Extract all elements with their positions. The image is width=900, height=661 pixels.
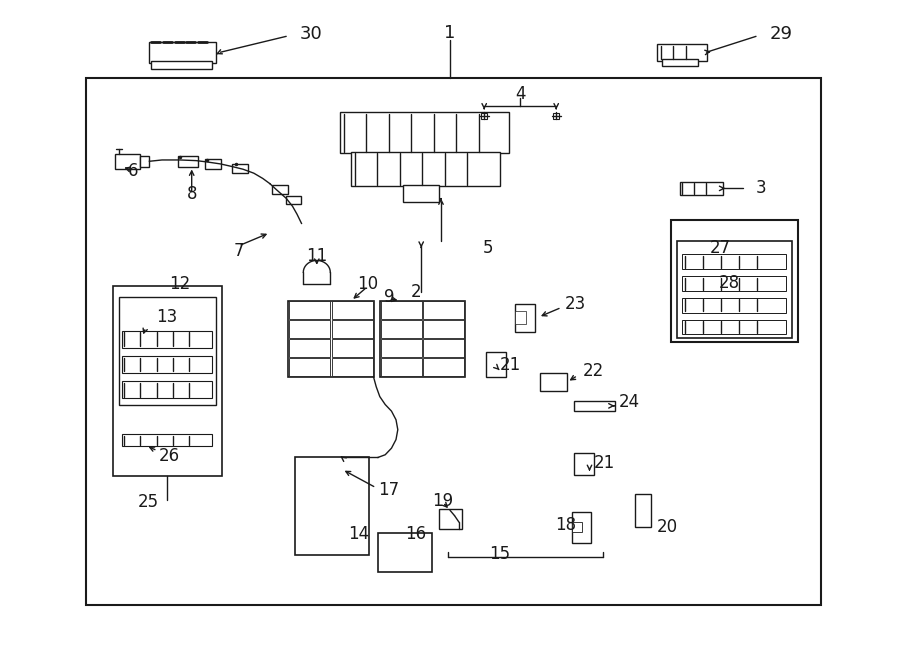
Bar <box>295 457 369 555</box>
Text: 16: 16 <box>405 525 427 543</box>
Bar <box>634 494 651 527</box>
Bar <box>540 373 567 391</box>
Text: 6: 6 <box>128 161 139 180</box>
Bar <box>680 182 723 195</box>
Bar <box>331 358 373 376</box>
Text: 1: 1 <box>445 24 455 42</box>
Bar <box>331 321 373 338</box>
Text: 13: 13 <box>156 308 177 327</box>
Bar <box>119 297 216 405</box>
Bar <box>232 164 248 173</box>
Bar <box>572 512 591 543</box>
Text: 18: 18 <box>554 516 576 535</box>
Bar <box>381 321 421 338</box>
Bar <box>288 301 374 377</box>
Bar <box>662 59 698 66</box>
Text: 27: 27 <box>709 239 731 257</box>
Text: 23: 23 <box>565 295 587 313</box>
Text: 9: 9 <box>383 288 394 307</box>
Bar <box>682 276 786 291</box>
Bar <box>423 301 464 319</box>
Text: 29: 29 <box>770 25 793 44</box>
Bar <box>331 340 373 357</box>
Bar <box>112 286 222 476</box>
Bar <box>340 112 509 153</box>
Bar <box>486 352 506 377</box>
Bar <box>381 301 421 319</box>
Bar <box>682 254 786 269</box>
Bar <box>289 340 330 357</box>
Bar <box>574 453 594 475</box>
Bar <box>381 340 421 357</box>
Text: 25: 25 <box>138 493 159 512</box>
Bar <box>515 304 535 332</box>
Text: 5: 5 <box>482 239 493 257</box>
Bar <box>423 321 464 338</box>
Bar <box>381 358 421 376</box>
Bar <box>682 320 786 334</box>
Text: 22: 22 <box>583 362 605 381</box>
Text: 30: 30 <box>300 25 322 44</box>
Text: 15: 15 <box>489 545 510 563</box>
Bar <box>574 401 615 411</box>
Bar <box>670 220 798 342</box>
Bar <box>289 358 330 376</box>
Text: 2: 2 <box>410 283 421 301</box>
Bar <box>657 44 706 61</box>
Text: 10: 10 <box>356 275 378 293</box>
Bar <box>148 42 216 63</box>
Text: 17: 17 <box>378 481 400 500</box>
Text: 14: 14 <box>347 525 369 543</box>
Bar <box>378 533 432 572</box>
Bar <box>122 356 212 373</box>
Text: 21: 21 <box>500 356 521 374</box>
Text: 24: 24 <box>619 393 640 411</box>
Text: 8: 8 <box>186 185 197 204</box>
Bar <box>122 331 212 348</box>
Bar <box>351 152 500 186</box>
Text: 11: 11 <box>306 247 328 266</box>
Bar <box>289 321 330 338</box>
Bar <box>423 340 464 357</box>
Text: 3: 3 <box>756 179 767 198</box>
Bar <box>272 185 288 194</box>
Bar <box>289 301 330 319</box>
Bar <box>178 156 198 167</box>
Text: 7: 7 <box>233 242 244 260</box>
Bar <box>205 159 221 169</box>
Bar <box>423 358 464 376</box>
Bar <box>286 196 301 204</box>
Text: 21: 21 <box>594 453 616 472</box>
Bar <box>403 185 439 202</box>
Bar <box>682 298 786 313</box>
Bar <box>115 154 140 169</box>
Bar <box>122 434 212 446</box>
Text: 4: 4 <box>515 85 526 103</box>
Bar <box>515 311 526 324</box>
Text: 26: 26 <box>158 447 180 465</box>
Text: 28: 28 <box>718 274 740 292</box>
Bar <box>572 522 582 532</box>
Bar <box>331 301 373 319</box>
Bar <box>140 156 149 167</box>
Bar <box>122 381 212 398</box>
Bar <box>151 61 212 69</box>
Bar <box>380 301 465 377</box>
Bar <box>439 509 462 529</box>
Text: 12: 12 <box>169 275 191 293</box>
Bar <box>677 241 792 338</box>
Text: 19: 19 <box>432 492 454 510</box>
Text: 20: 20 <box>657 518 678 537</box>
Bar <box>86 78 821 605</box>
